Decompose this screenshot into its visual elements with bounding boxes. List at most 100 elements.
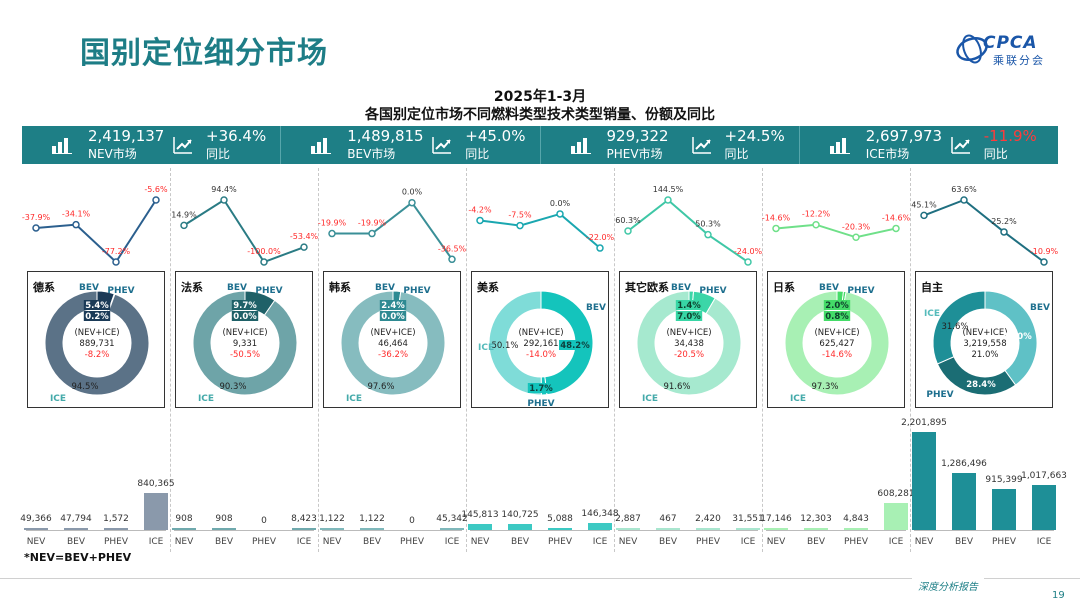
sales-value: 17,146 xyxy=(760,514,792,524)
share-panel: 自主 (NEV+ICE) 3,219,558 21.0% 40.0% 28.4% 31.6%… xyxy=(915,271,1053,408)
donut-center-title: (NEV+ICE) xyxy=(370,328,415,338)
group-name: 法系 xyxy=(181,281,203,294)
yoy-label: -37.9% xyxy=(22,213,51,222)
yoy-point xyxy=(1000,228,1008,236)
sales-value: 45,342 xyxy=(436,513,468,524)
sales-bar xyxy=(172,528,196,530)
legend-ice: ICE xyxy=(346,394,362,404)
donut-slice-ice xyxy=(932,290,986,365)
yoy-point xyxy=(448,255,456,264)
sales-value: 915,399 xyxy=(985,475,1023,486)
bar-chart-icon xyxy=(570,138,591,154)
donut-center-yoy: -14.6% xyxy=(822,350,852,360)
cpca-logo: CPCA 乘联分会 xyxy=(955,28,1060,68)
donut-slice-ice xyxy=(44,290,150,396)
yoy-point xyxy=(852,233,860,242)
share-donut: (NEV+ICE)46,464-36.2% 2.4%0.0% 97.6% BEV PHE… xyxy=(340,283,446,404)
kpi-bev: 1,489,815 BEV市场 +45.0% 同比 xyxy=(281,126,541,164)
group-name: 其它欧系 xyxy=(625,281,669,294)
share-label-phev: 0.8% xyxy=(825,312,849,322)
chart-subtitle: 各国别定位市场不同燃料类型技术类型销量、份额及同比 xyxy=(365,107,715,123)
share-panel: 德系 (NEV+ICE) 889,731 -8.2% 5.4% 0.2% 94.5% BEV P… xyxy=(27,271,165,408)
donut-center-title: (NEV+ICE) xyxy=(74,328,119,338)
sales-value: 47,794 xyxy=(60,513,92,524)
kpi-yoy: +45.0% xyxy=(465,127,526,145)
legend-ice: ICE xyxy=(642,394,658,404)
legend-ice: ICE xyxy=(198,394,214,404)
yoy-label: 14.9% xyxy=(171,210,197,219)
kpi-yoy: -11.9% xyxy=(983,127,1037,145)
sales-value: 0 xyxy=(409,516,415,526)
donut-center-total: 889,731 xyxy=(79,339,114,349)
share-label-phev: 1.7% xyxy=(529,384,553,394)
share-label-ice: 97.3% xyxy=(811,382,838,392)
yoy-label: -7.5% xyxy=(508,211,532,220)
sales-bar xyxy=(804,528,828,530)
yoy-label: -34.1% xyxy=(62,210,91,219)
share-label-bg xyxy=(83,300,111,310)
kpi-ice: 2,697,973 ICE市场 -11.9% 同比 xyxy=(800,126,1058,164)
sales-bar xyxy=(212,528,236,530)
sales-value: 1,286,496 xyxy=(941,458,987,469)
category-label: ICE xyxy=(444,537,460,547)
column-divider xyxy=(170,168,171,552)
share-label-bg xyxy=(83,311,111,321)
yoy-point xyxy=(180,221,188,230)
category-label: BEV xyxy=(954,537,974,547)
share-label-ice: 90.3% xyxy=(219,382,246,392)
kpi-yoy-label: 同比 xyxy=(206,147,231,161)
donut-slice-ice xyxy=(488,290,542,396)
sales-bar xyxy=(24,527,48,530)
yoy-point xyxy=(664,196,672,204)
page-title: 国别定位细分市场 xyxy=(80,36,328,71)
bar-axis xyxy=(618,530,758,531)
kpi-nev: 2,419,137 NEV市场 +36.4% 同比 xyxy=(22,126,282,164)
yoy-point xyxy=(516,221,524,230)
yoy-line xyxy=(332,201,453,260)
yoy-point xyxy=(328,229,336,238)
sales-bar xyxy=(616,528,640,530)
bar-axis xyxy=(470,530,610,531)
bar-axis xyxy=(766,530,906,531)
yoy-label: -22.0% xyxy=(586,233,615,242)
bar-axis xyxy=(322,530,462,531)
bar-axis xyxy=(914,530,1054,531)
share-donut: (NEV+ICE)625,427-14.6% 2.0%0.8% 97.3% BEV PH… xyxy=(784,283,890,404)
donut-center-total: 46,464 xyxy=(378,339,408,349)
share-label-bev: 9.7% xyxy=(233,301,257,311)
sales-value: 4,843 xyxy=(843,514,869,524)
donut-center-yoy: -36.2% xyxy=(378,350,408,360)
donut-center-total: 625,427 xyxy=(819,339,854,349)
column-divider xyxy=(910,168,911,552)
category-label: BEV xyxy=(214,537,234,547)
sales-value: 146,348 xyxy=(581,509,619,520)
sales-bar xyxy=(696,528,720,530)
category-label: ICE xyxy=(148,537,164,547)
category-label: NEV xyxy=(470,537,490,547)
share-label-bev: 2.0% xyxy=(825,301,849,311)
yoy-point xyxy=(112,258,120,266)
sales-value: 840,365 xyxy=(137,478,175,489)
kpi-label: PHEV市场 xyxy=(606,147,663,161)
yoy-label: -77.2% xyxy=(102,247,131,256)
sales-value: 8,423 xyxy=(291,514,317,524)
share-label-bev: 1.4% xyxy=(677,301,701,311)
globe-icon xyxy=(956,34,988,64)
group-name: 德系 xyxy=(33,281,55,294)
yoy-point xyxy=(1040,258,1048,266)
share-label-bg xyxy=(823,300,851,310)
sales-bar xyxy=(104,528,128,530)
sales-bar xyxy=(64,527,88,530)
yoy-label: -36.5% xyxy=(438,244,467,253)
share-label-ice: 91.6% xyxy=(663,382,690,392)
bar-chart-icon xyxy=(311,138,332,154)
yoy-point xyxy=(408,198,416,207)
sales-bar xyxy=(320,528,344,530)
share-label-phev: 7.0% xyxy=(677,312,701,322)
category-label: PHEV xyxy=(103,537,129,547)
category-label: PHEV xyxy=(251,537,277,547)
share-label-bg xyxy=(231,300,259,310)
yoy-point xyxy=(72,220,80,229)
group-name: 美系 xyxy=(477,281,499,294)
legend-ice: ICE xyxy=(478,343,494,353)
